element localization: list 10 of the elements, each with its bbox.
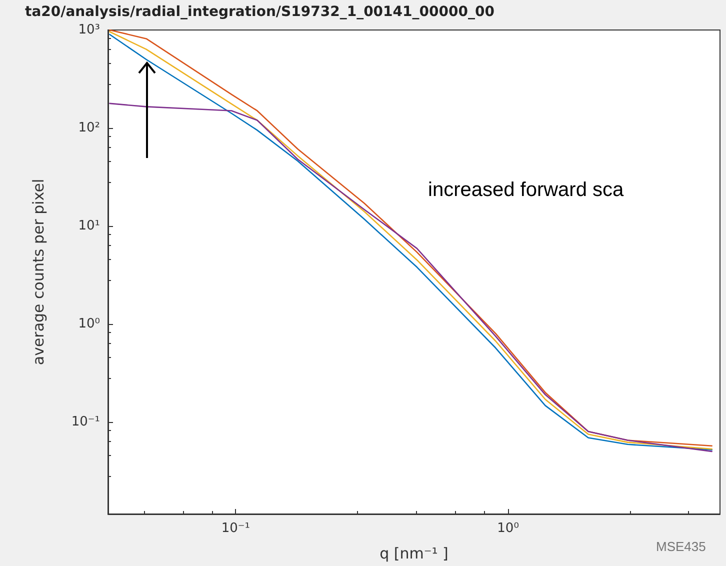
annotation: increased forward sca bbox=[428, 179, 625, 201]
x-axis-title: q [nm⁻¹ ] bbox=[380, 544, 448, 562]
y-tick-label: 10⁰ bbox=[78, 316, 100, 332]
y-tick-label: 10⁻¹ bbox=[71, 414, 100, 430]
y-tick-label: 10³ bbox=[78, 22, 100, 38]
y-tick-label: 10¹ bbox=[78, 218, 100, 234]
y-axis-title: average counts per pixel bbox=[30, 178, 48, 366]
y-tick-label: 10² bbox=[78, 120, 100, 136]
chart-title: ta20/analysis/radial_integration/S19732_1_00141_00000_00 bbox=[25, 4, 495, 20]
text: MSE435 bbox=[656, 539, 706, 554]
